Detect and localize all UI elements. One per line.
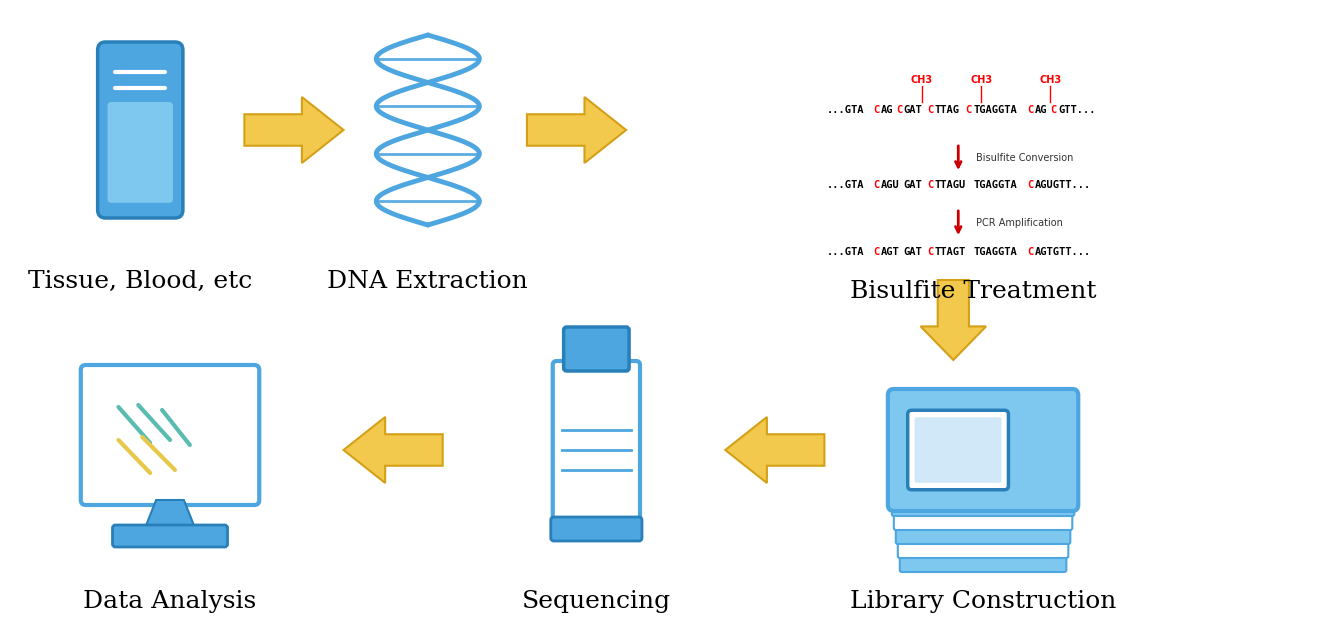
Text: C: C	[873, 247, 880, 257]
Text: TGAGGTA: TGAGGTA	[974, 105, 1016, 115]
Text: Bisulfite Treatment: Bisulfite Treatment	[850, 280, 1097, 303]
Text: GAT: GAT	[904, 180, 923, 190]
FancyBboxPatch shape	[113, 525, 228, 547]
Text: C: C	[927, 105, 933, 115]
FancyBboxPatch shape	[908, 410, 1008, 490]
FancyBboxPatch shape	[897, 540, 1069, 558]
Text: C: C	[873, 105, 880, 115]
Text: TTAGT: TTAGT	[935, 247, 966, 257]
Text: Tissue, Blood, etc: Tissue, Blood, etc	[28, 270, 252, 293]
Text: Data Analysis: Data Analysis	[83, 590, 256, 613]
Text: AG: AG	[1035, 105, 1047, 115]
Text: TTAG: TTAG	[935, 105, 960, 115]
Text: AGTGTT...: AGTGTT...	[1035, 247, 1092, 257]
Text: C: C	[1027, 247, 1034, 257]
Text: C: C	[1027, 105, 1034, 115]
FancyBboxPatch shape	[98, 42, 182, 218]
Text: ...GTA: ...GTA	[826, 180, 864, 190]
Polygon shape	[921, 280, 986, 360]
Text: AGUGTT...: AGUGTT...	[1035, 180, 1092, 190]
Polygon shape	[725, 417, 825, 483]
FancyBboxPatch shape	[551, 517, 642, 541]
FancyBboxPatch shape	[894, 512, 1073, 530]
Text: TGAGGTA: TGAGGTA	[974, 247, 1016, 257]
Polygon shape	[145, 500, 194, 528]
FancyBboxPatch shape	[107, 102, 173, 203]
FancyBboxPatch shape	[888, 389, 1078, 511]
FancyBboxPatch shape	[552, 361, 640, 539]
Text: Sequencing: Sequencing	[522, 590, 670, 613]
Text: CH3: CH3	[970, 75, 992, 85]
Text: CH3: CH3	[1039, 75, 1062, 85]
Text: GAT: GAT	[904, 105, 923, 115]
Text: C: C	[966, 105, 972, 115]
FancyBboxPatch shape	[900, 554, 1066, 572]
Text: TGAGGTA: TGAGGTA	[974, 180, 1016, 190]
Text: C: C	[927, 180, 933, 190]
Text: ...GTA: ...GTA	[826, 105, 864, 115]
FancyBboxPatch shape	[80, 365, 259, 505]
Text: Bisulfite Conversion: Bisulfite Conversion	[976, 153, 1074, 163]
Text: TTAGU: TTAGU	[935, 180, 966, 190]
Polygon shape	[527, 97, 626, 163]
Text: C: C	[1051, 105, 1057, 115]
Text: PCR Amplification: PCR Amplification	[976, 218, 1063, 228]
Polygon shape	[343, 417, 443, 483]
Text: CH3: CH3	[911, 75, 932, 85]
Text: AG: AG	[881, 105, 893, 115]
Text: AGT: AGT	[881, 247, 900, 257]
Text: Library Construction: Library Construction	[850, 590, 1116, 613]
Text: C: C	[1027, 180, 1034, 190]
Text: DNA Extraction: DNA Extraction	[327, 270, 528, 293]
FancyBboxPatch shape	[915, 417, 1002, 483]
FancyBboxPatch shape	[892, 498, 1074, 516]
Text: C: C	[896, 105, 902, 115]
Text: GAT: GAT	[904, 247, 923, 257]
Text: GTT...: GTT...	[1058, 105, 1096, 115]
Text: ...GTA: ...GTA	[826, 247, 864, 257]
Text: C: C	[873, 180, 880, 190]
FancyBboxPatch shape	[896, 526, 1070, 544]
Polygon shape	[244, 97, 343, 163]
Text: AGU: AGU	[881, 180, 900, 190]
Text: C: C	[927, 247, 933, 257]
FancyBboxPatch shape	[563, 327, 629, 371]
